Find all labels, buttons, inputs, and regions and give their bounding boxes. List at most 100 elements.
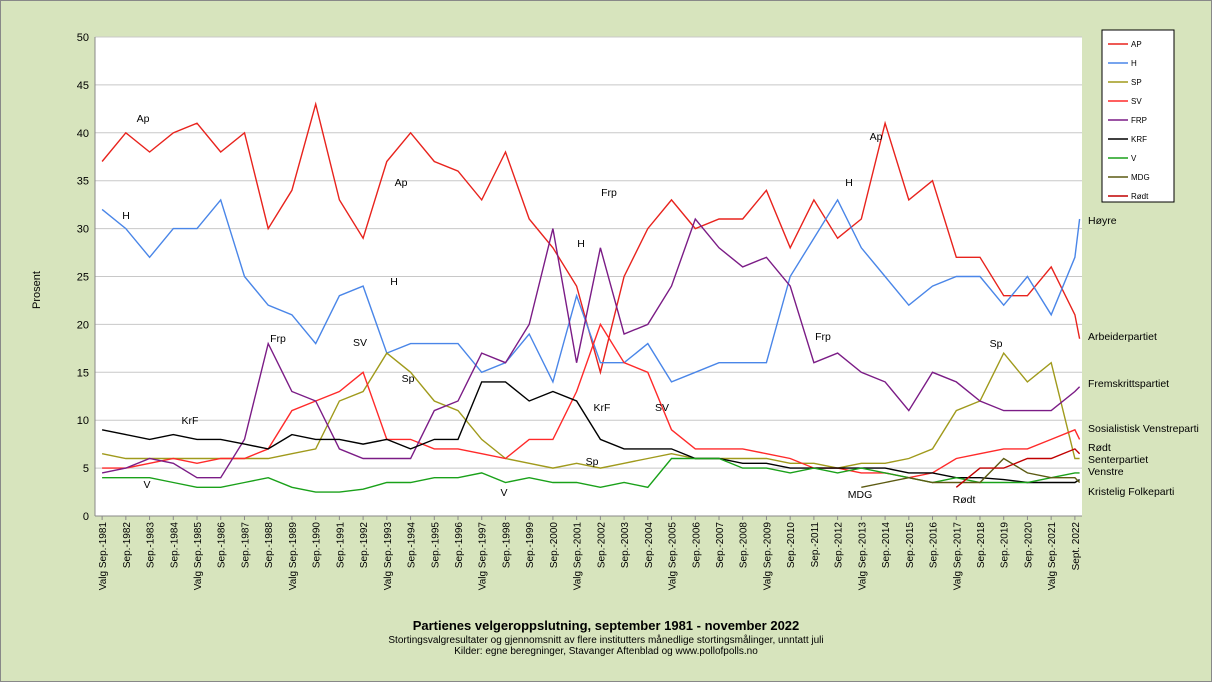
x-tick-label: Sep.-1984 [169,522,180,569]
y-tick-label: 45 [77,80,89,92]
x-tick-label: Sep.-1992 [359,522,370,569]
annotation: Sp [402,373,415,385]
annotation: SV [353,337,367,349]
x-tick-label: Valg Sep.-1989 [288,522,299,591]
annotation: Kristelig Folkeparti [1088,486,1174,498]
x-tick-label: Sep.-1996 [454,522,465,569]
x-tick-label: Valg Sep.-2001 [573,522,584,591]
y-tick-label: 35 [77,176,89,188]
legend-label: H [1131,59,1137,68]
annotation: Sp [990,338,1003,350]
series-line [101,217,1081,479]
annotation: H [122,210,130,222]
x-tick-label: Valg Sep.-2017 [952,522,963,591]
x-tick-label: Sep.-2002 [596,522,607,569]
y-tick-label: 10 [77,415,89,427]
annotation: H [390,276,398,288]
annotation: H [845,177,853,189]
annotation: Ap [137,113,150,125]
annotation: Arbeiderpartiet [1088,331,1157,343]
x-tick-label: Sep.-2018 [976,522,987,569]
y-tick-label: 50 [77,32,89,44]
x-tick-label: Sep.-2010 [786,522,797,569]
series-line [101,101,1081,376]
annotation: V [143,479,150,491]
x-tick-label: Sep.-1987 [240,522,251,569]
x-tick-label: Valg Sep.-2021 [1047,522,1058,591]
x-tick-label: Sep.-2012 [834,522,845,569]
x-tick-label: Sep.-2019 [1000,522,1011,569]
x-tick-label: Sep.-2014 [881,522,892,569]
y-tick-label: 40 [77,128,89,140]
legend-label: FRP [1131,116,1147,125]
y-tick-label: 30 [77,224,89,236]
x-tick-label: Sep.-1990 [312,522,323,569]
annotation: Frp [815,331,831,343]
annotation: Rødt [953,494,976,506]
series-line [955,448,1081,488]
annotation: Fremskrittspartiet [1088,378,1169,390]
x-tick-label: Sep.-1983 [146,522,157,569]
annotation: Rødt [1088,442,1111,454]
annotation: Sosialistisk Venstreparti [1088,423,1199,435]
y-tick-label: 0 [83,511,89,523]
x-tick-label: Valg Sep.-1985 [193,522,204,591]
x-tick-label: Sep.-1982 [122,522,133,569]
x-tick-label: Sep.-1988 [264,522,275,569]
x-tick-label: Sep.-1995 [430,522,441,569]
legend-label: SP [1131,78,1142,87]
x-tick-label: Sep.-2011 [810,522,821,568]
series-line [101,198,1081,384]
y-tick-label: 5 [83,463,89,475]
series-line [101,351,1080,469]
x-tick-label: Valg Sep.-1981 [98,522,109,591]
x-tick-label: Sep.-2008 [739,522,750,569]
legend-label: SV [1131,97,1142,106]
annotation: Frp [601,187,617,199]
x-tick-label: Sep.-2020 [1023,522,1034,569]
series-line [101,381,1080,484]
legend-label: Rødt [1131,192,1149,201]
source: Kilder: egne beregninger, Stavanger Afte… [454,646,758,657]
x-tick-label: Valg Sep.-2013 [857,522,868,591]
x-tick-label: Sep.-2015 [905,522,916,569]
x-tick-label: Sep.-2000 [549,522,560,569]
series-line [861,457,1081,488]
x-tick-label: Sep.-1998 [501,522,512,569]
x-tick-label: Valg Sep.-2009 [762,522,773,591]
x-tick-label: Sep.-2016 [929,522,940,569]
subtitle: Stortingsvalgresultater og gjennomsnitt … [388,634,823,646]
annotation: V [500,487,507,499]
x-tick-label: Valg Sep.-2005 [668,522,679,591]
y-tick-label: 25 [77,272,89,284]
x-tick-label: Sep.-2006 [691,522,702,569]
annotation: Ap [870,131,883,143]
annotation: Ap [395,177,408,189]
x-tick-label: Sep.-2007 [715,522,726,569]
annotation: Sp [586,456,599,468]
x-tick-label: Sep.-1999 [525,522,536,569]
legend-label: KRF [1131,135,1147,144]
x-tick-label: Sep.-1994 [407,522,418,569]
annotation: H [577,238,585,250]
annotation: KrF [594,402,611,414]
legend-label: AP [1131,40,1142,49]
x-tick-label: Sep.-2003 [620,522,631,569]
x-tick-label: Valg Sep.-1993 [383,522,394,591]
y-tick-label: 20 [77,319,89,331]
annotation: Frp [270,333,286,345]
x-tick-label: Valg Sep.-1997 [478,522,489,591]
annotation: SV [655,402,669,414]
annotation: MDG [848,489,873,501]
legend-label: MDG [1131,173,1150,182]
annotation: Høyre [1088,215,1117,227]
annotation: KrF [182,415,199,427]
x-tick-label: Sep.-1991 [335,522,346,569]
y-tick-label: 15 [77,367,89,379]
chart-title: Partienes velgeroppslutning, september 1… [413,618,800,633]
legend-box [1101,29,1175,203]
x-tick-label: Sep.-2004 [644,522,655,569]
legend-label: V [1131,154,1137,163]
annotation: Senterpartiet [1088,454,1148,466]
